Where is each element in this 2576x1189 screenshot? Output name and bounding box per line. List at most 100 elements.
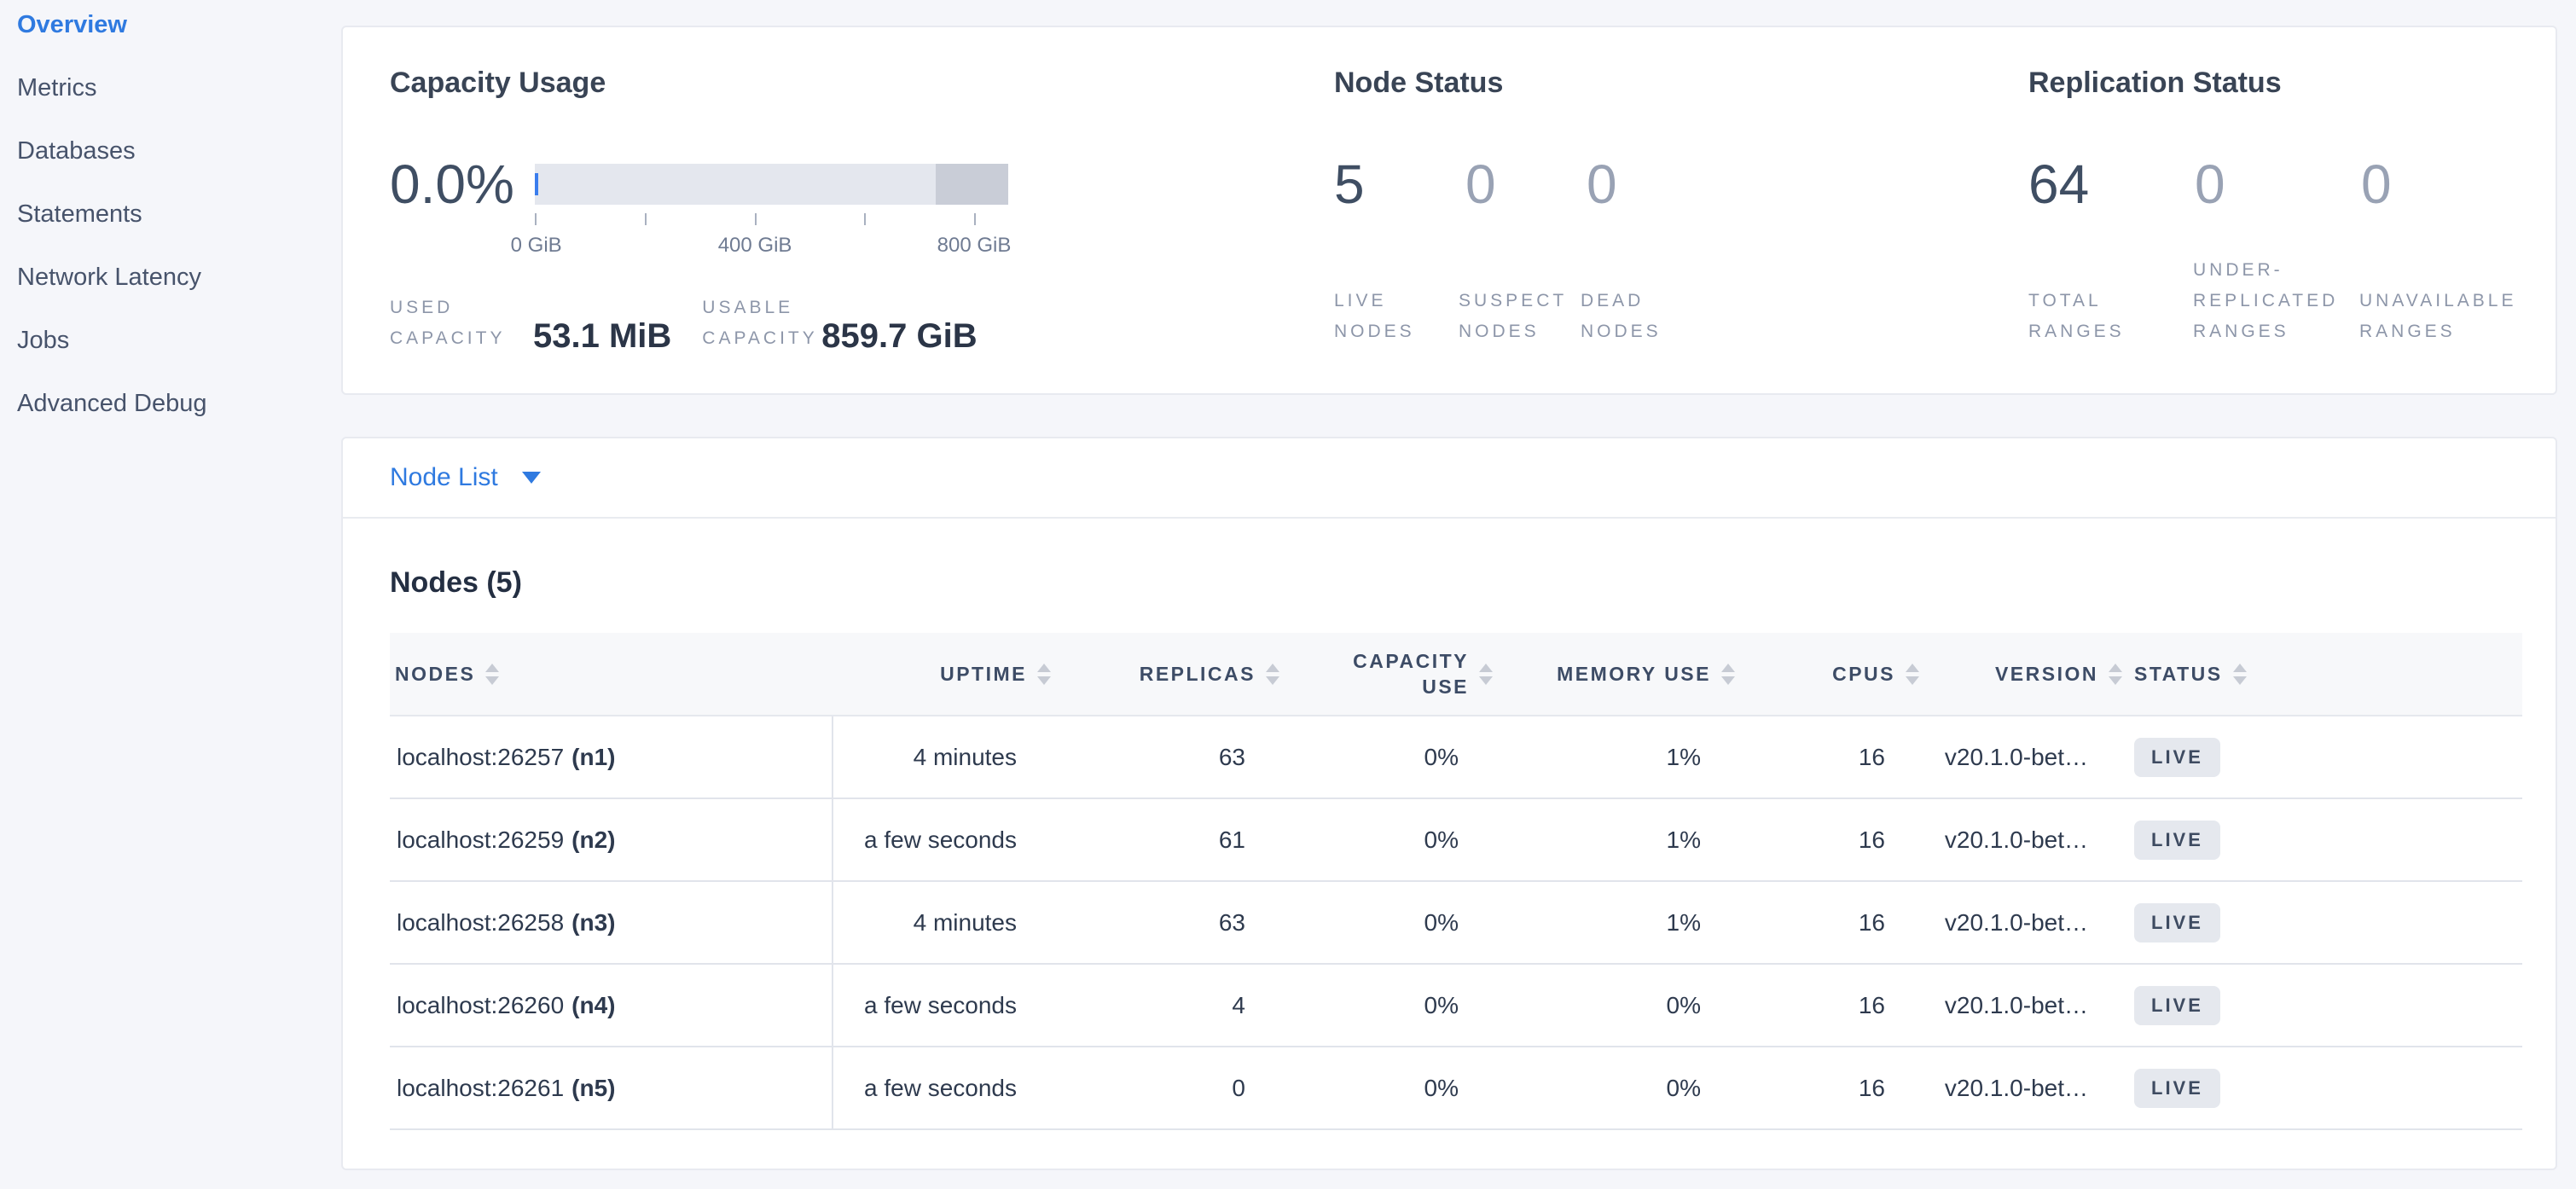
sort-icon (2232, 663, 2247, 685)
capacity-use-cell: 0% (1424, 908, 1459, 936)
column-header-replicas-label: REPLICAS (1139, 663, 1256, 685)
gauge-tick-600 (864, 213, 867, 225)
column-header-memory-use[interactable]: MEMORY USE (1493, 633, 1735, 715)
node-address: localhost:26261 (397, 1074, 565, 1101)
sort-icon (1266, 663, 1279, 685)
status-badge: LIVE (2134, 902, 2220, 942)
node-address-cell: localhost:26259 (n2) (390, 799, 833, 880)
sort-icon (1906, 663, 1919, 685)
node-list-card: Node List Nodes (5) NODES UPTIME REPLICA… (341, 437, 2557, 1170)
status-badge: LIVE (2134, 737, 2220, 777)
sort-icon (1037, 663, 1051, 685)
table-row-node-4[interactable]: localhost:26260 (n4) a few seconds 4 0% … (390, 965, 2522, 1047)
memory-use-cell: 0% (1666, 991, 1701, 1018)
node-address: localhost:26257 (397, 743, 565, 770)
replicas-cell: 63 (1218, 908, 1245, 936)
sidebar-nav-list: Overview Metrics Databases Statements Ne… (0, 0, 341, 435)
table-row-node-3[interactable]: localhost:26258 (n3) 4 minutes 63 0% 1% … (390, 882, 2522, 965)
node-id: (n3) (571, 908, 616, 936)
table-row-node-1[interactable]: localhost:26257 (n1) 4 minutes 63 0% 1% … (390, 716, 2522, 799)
gauge-tick-200 (644, 213, 647, 225)
uptime-cell: 4 minutes (913, 908, 1017, 936)
caret-down-icon (521, 472, 541, 484)
node-address-cell: localhost:26258 (n3) (390, 882, 833, 963)
column-header-cpus[interactable]: CPUS (1735, 633, 1919, 715)
replicas-cell: 0 (1232, 1074, 1245, 1101)
version-cell: v20.1.0-bet… (1944, 991, 2088, 1018)
usable-capacity-value: 859.7 GiB (821, 317, 978, 355)
table-row-node-5[interactable]: localhost:26261 (n5) a few seconds 0 0% … (390, 1047, 2522, 1130)
cluster-summary-card: Capacity Usage 0.0% 0 GiB 400 GiB 800 Gi… (341, 26, 2557, 395)
version-cell: v20.1.0-bet… (1944, 743, 2088, 770)
unavailable-ranges-label: UNAVAILABLE RANGES (2359, 291, 2517, 341)
version-cell: v20.1.0-bet… (1944, 1074, 2088, 1101)
memory-use-cell: 1% (1666, 826, 1701, 853)
gauge-tick-400 (755, 213, 757, 225)
under-replicated-ranges-label: UNDER-REPLICATED RANGES (2193, 260, 2339, 341)
node-address-cell: localhost:26260 (n4) (390, 965, 833, 1046)
capacity-use-cell: 0% (1424, 1074, 1459, 1101)
column-header-version[interactable]: VERSION (1919, 633, 2122, 715)
usable-capacity-stat: USABLE CAPACITY 859.7 GiB (702, 293, 977, 354)
capacity-usage-title: Capacity Usage (390, 67, 606, 99)
column-header-status[interactable]: STATUS (2122, 633, 2522, 715)
replication-status-title: Replication Status (2028, 67, 2282, 99)
node-id: (n4) (571, 991, 616, 1018)
uptime-cell: 4 minutes (913, 743, 1017, 770)
column-header-uptime[interactable]: UPTIME (833, 633, 1051, 715)
nodes-table: NODES UPTIME REPLICAS CAPACITY USE MEMOR… (390, 633, 2522, 1130)
live-nodes-label: LIVE NODES (1334, 291, 1415, 341)
node-status-title: Node Status (1334, 67, 1504, 99)
capacity-percent-value: 0.0% (390, 154, 514, 215)
cpus-cell: 16 (1858, 1074, 1885, 1101)
memory-use-cell: 0% (1666, 1074, 1701, 1101)
sidebar-item-advanced-debug[interactable]: Advanced Debug (17, 389, 207, 417)
sidebar-item-network-latency[interactable]: Network Latency (17, 263, 201, 291)
column-header-memory-use-label: MEMORY USE (1557, 663, 1711, 685)
gauge-nonusable-segment (936, 164, 1008, 205)
gauge-usable-track (535, 164, 1008, 205)
replicas-cell: 4 (1232, 991, 1245, 1018)
replicas-cell: 63 (1218, 743, 1245, 770)
dead-nodes-value: 0 (1587, 154, 1617, 215)
table-row-node-2[interactable]: localhost:26259 (n2) a few seconds 61 0%… (390, 799, 2522, 882)
sort-icon (485, 663, 500, 685)
gauge-axis-label-0: 0 GiB (510, 234, 562, 257)
usable-capacity-label: USABLE CAPACITY (702, 298, 818, 348)
suspect-nodes-value: 0 (1465, 154, 1496, 215)
node-address-cell: localhost:26257 (n1) (390, 716, 833, 798)
dead-nodes-label: DEAD NODES (1581, 291, 1662, 341)
status-badge: LIVE (2134, 985, 2220, 1025)
cpus-cell: 16 (1858, 826, 1885, 853)
version-cell: v20.1.0-bet… (1944, 826, 2088, 853)
status-cell: LIVE (2122, 965, 2522, 1046)
column-header-version-label: VERSION (1994, 663, 2098, 685)
column-header-capacity-use[interactable]: CAPACITY USE (1279, 633, 1493, 715)
uptime-cell: a few seconds (864, 826, 1017, 853)
sidebar-item-databases[interactable]: Databases (17, 136, 136, 165)
column-header-status-label: STATUS (2134, 663, 2223, 685)
memory-use-cell: 1% (1666, 908, 1701, 936)
under-replicated-ranges-value: 0 (2195, 154, 2225, 215)
gauge-axis-label-400: 400 GiB (717, 234, 792, 257)
node-list-view-selector[interactable]: Node List (343, 438, 2556, 519)
gauge-tick-0 (535, 213, 537, 225)
suspect-nodes-label: SUSPECT NODES (1459, 291, 1567, 341)
status-cell: LIVE (2122, 882, 2522, 963)
node-id: (n5) (571, 1074, 616, 1101)
node-id: (n2) (571, 826, 616, 853)
sidebar-item-jobs[interactable]: Jobs (17, 326, 70, 354)
capacity-gauge-chart: 0 GiB 400 GiB 800 GiB (511, 164, 1011, 257)
memory-use-cell: 1% (1666, 743, 1701, 770)
capacity-use-cell: 0% (1424, 991, 1459, 1018)
used-capacity-label: USED CAPACITY (390, 298, 506, 348)
node-id: (n1) (571, 743, 616, 770)
sidebar-item-overview[interactable]: Overview (17, 10, 127, 38)
column-header-nodes[interactable]: NODES (390, 633, 833, 715)
column-header-uptime-label: UPTIME (940, 663, 1027, 685)
uptime-cell: a few seconds (864, 991, 1017, 1018)
sidebar-item-statements[interactable]: Statements (17, 200, 142, 228)
column-header-replicas[interactable]: REPLICAS (1051, 633, 1279, 715)
sidebar-item-metrics[interactable]: Metrics (17, 73, 97, 102)
